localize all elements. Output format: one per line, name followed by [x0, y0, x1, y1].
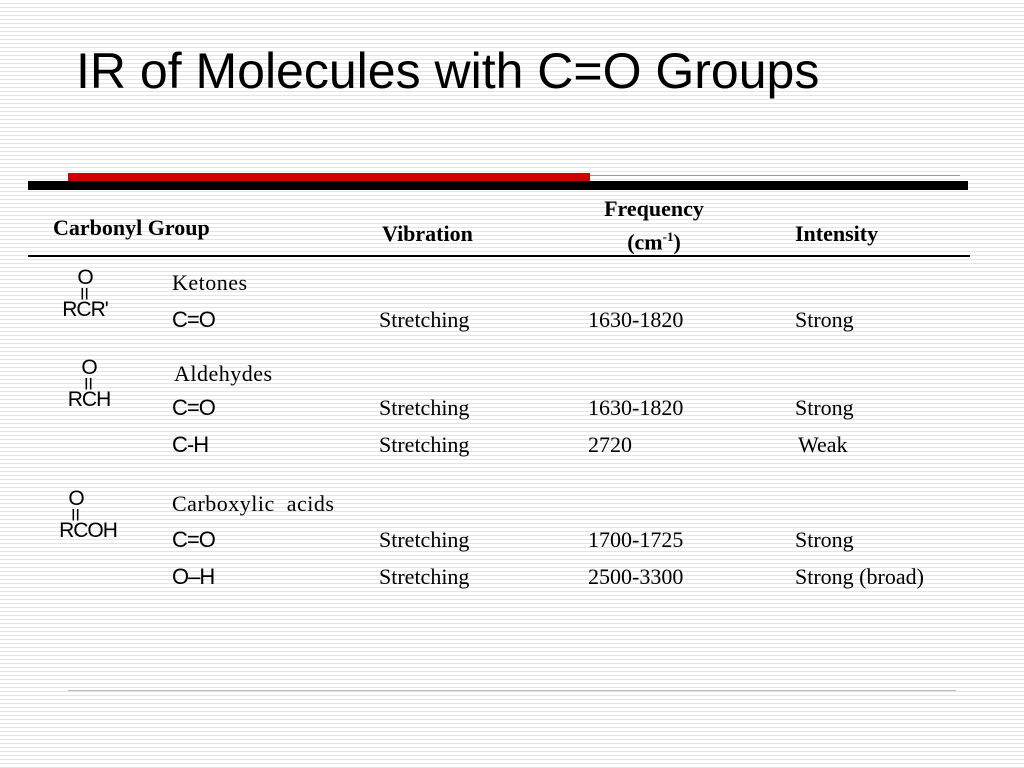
ketone-structure: O || RCR': [52, 266, 118, 322]
unit-close: ): [673, 229, 681, 255]
vibration-cell: Stretching: [379, 395, 470, 420]
bond-cell: C=O: [172, 307, 216, 332]
structure-oxygen: O: [81, 356, 97, 379]
frequency-cell: 1700-1725: [588, 527, 684, 552]
structure-oxygen: O: [68, 487, 84, 510]
structure-formula: RCH: [67, 388, 112, 411]
header-intensity: Intensity: [795, 221, 879, 246]
vibration-cell: Stretching: [379, 527, 470, 552]
frequency-cell: 2500-3300: [588, 564, 684, 589]
bond-cell: O–H: [172, 564, 215, 589]
header-frequency-label: Frequency: [604, 196, 704, 221]
frequency-cell: 1630-1820: [588, 395, 684, 420]
section-name-ketones: Ketones: [172, 270, 248, 295]
frequency-cell: 1630-1820: [588, 307, 684, 332]
structure-formula: RCR': [62, 298, 109, 321]
intensity-cell: Strong: [795, 307, 854, 332]
intensity-cell: Strong: [795, 527, 854, 552]
footer-rule: [68, 690, 956, 691]
section-name-carboxylic-acids: Carboxylic acids: [172, 491, 335, 516]
aldehyde-structure: O || RCH: [56, 356, 122, 412]
unit-exponent: -1: [662, 229, 674, 244]
carboxylic-acid-structure: O || RCOH: [46, 488, 130, 543]
unit-cm: (cm: [627, 229, 663, 255]
header-vibration: Vibration: [382, 221, 473, 246]
header-rule: [28, 255, 970, 257]
intensity-cell: Weak: [798, 432, 848, 457]
header-frequency: Frequency (cm-1): [588, 195, 720, 256]
frequency-cell: 2720: [588, 432, 632, 457]
vibration-cell: Stretching: [379, 432, 470, 457]
bond-cell: C=O: [172, 527, 216, 552]
intensity-cell: Strong (broad): [795, 564, 924, 589]
section-name-aldehydes: Aldehydes: [174, 361, 273, 386]
structure-double-bond: ||: [84, 376, 94, 390]
slide-title: IR of Molecules with C=O Groups: [76, 43, 820, 99]
bond-cell: C=O: [172, 395, 216, 420]
intensity-cell: Strong: [795, 395, 854, 420]
title-accent-bar: [68, 173, 590, 181]
header-frequency-unit: (cm-1): [588, 223, 720, 256]
vibration-cell: Stretching: [379, 307, 470, 332]
structure-oxygen: O: [77, 266, 93, 289]
structure-double-bond: ||: [71, 507, 81, 521]
structure-formula: RCOH: [59, 519, 118, 542]
vibration-cell: Stretching: [379, 564, 470, 589]
title-underline-bar: [28, 181, 968, 190]
title-thin-rule: [590, 175, 960, 176]
header-carbonyl-group: Carbonyl Group: [53, 215, 210, 240]
bond-cell: C-H: [172, 432, 209, 457]
structure-double-bond: ||: [80, 286, 90, 300]
